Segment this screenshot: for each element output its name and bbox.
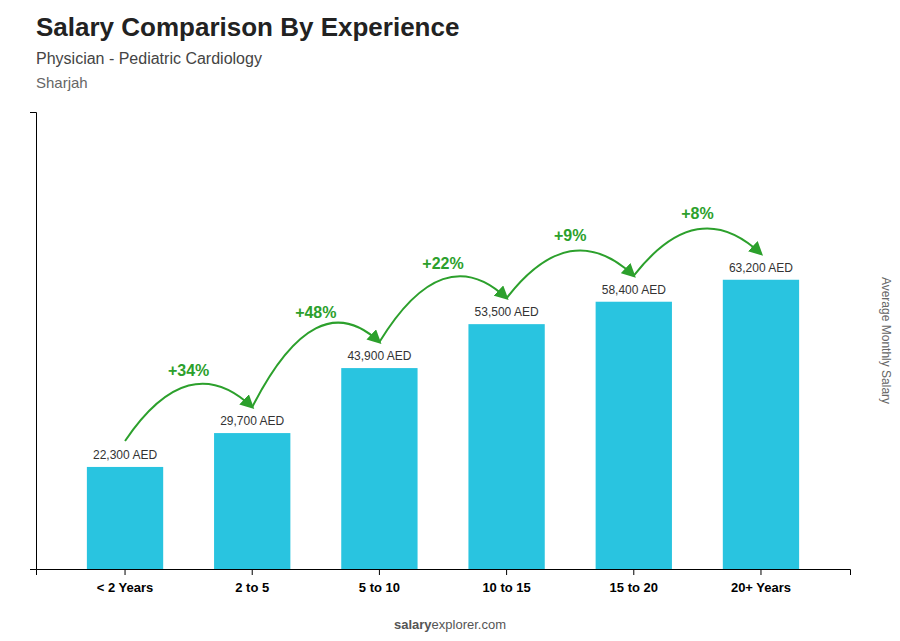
x-tick-mark (379, 569, 380, 575)
x-tick-label: 15 to 20 (610, 580, 658, 595)
data-label: 29,700 AED (220, 414, 284, 428)
change-arrow (634, 228, 761, 275)
change-label: +34% (168, 362, 209, 379)
change-arrow (507, 250, 634, 298)
y-axis (30, 113, 37, 570)
x-tick: 20+ Years (731, 569, 791, 595)
x-tick-label: 5 to 10 (359, 580, 400, 595)
change-arrow (252, 323, 379, 407)
bar (214, 433, 290, 569)
x-tick: < 2 Years (97, 569, 154, 595)
chart-svg: Salary Comparison By Experience Physician… (0, 0, 900, 641)
data-label: 53,500 AED (475, 305, 539, 319)
data-label: 43,900 AED (347, 349, 411, 363)
x-tick: 2 to 5 (235, 569, 269, 595)
change-arrow (125, 384, 252, 441)
x-tick-mark (125, 569, 126, 575)
x-axis: < 2 Years 2 to 5 5 to 10 10 to 15 15 to 20 20… (37, 569, 851, 595)
subtitle: Physician - Pediatric Cardiology (36, 50, 262, 67)
x-tick-label: 2 to 5 (235, 580, 269, 595)
bar (596, 302, 672, 569)
x-tick-mark (506, 569, 507, 575)
x-tick-label: 10 to 15 (482, 580, 530, 595)
x-tick: 15 to 20 (610, 569, 658, 595)
bars (87, 280, 799, 569)
bar (723, 280, 799, 569)
change-label: +22% (422, 255, 463, 272)
data-label: 22,300 AED (93, 448, 157, 462)
x-tick: 10 to 15 (482, 569, 530, 595)
y-axis-line (30, 113, 37, 570)
change-label: +8% (681, 205, 713, 222)
plot: < 2 Years 2 to 5 5 to 10 10 to 15 15 to 20 20… (30, 113, 851, 596)
data-label: 63,200 AED (729, 261, 793, 275)
bar (468, 324, 544, 569)
data-label: 58,400 AED (602, 283, 666, 297)
x-tick-label: < 2 Years (97, 580, 154, 595)
annotations: +34% +48% +22% +9% +8% (125, 205, 761, 441)
x-tick-mark (252, 569, 253, 575)
y-axis-title: Average Monthly Salary (879, 277, 893, 404)
bar (87, 467, 163, 569)
bar (341, 368, 417, 569)
x-tick: 5 to 10 (359, 569, 400, 595)
subtitle: Sharjah (36, 74, 88, 91)
x-tick-mark (633, 569, 634, 575)
title: Salary Comparison By Experience (36, 12, 459, 42)
footer: salaryexplorer.com (394, 617, 506, 632)
footer-part: explorer.com (432, 617, 506, 632)
change-label: +48% (295, 304, 336, 321)
data-labels: 22,300 AED 29,700 AED 43,900 AED 53,500 AED… (93, 261, 793, 462)
x-axis-line (37, 570, 851, 576)
x-tick-mark (760, 569, 761, 575)
x-tick-label: 20+ Years (731, 580, 791, 595)
change-arrow (379, 276, 506, 342)
change-label: +9% (554, 227, 586, 244)
footer-part: salary (394, 617, 432, 632)
